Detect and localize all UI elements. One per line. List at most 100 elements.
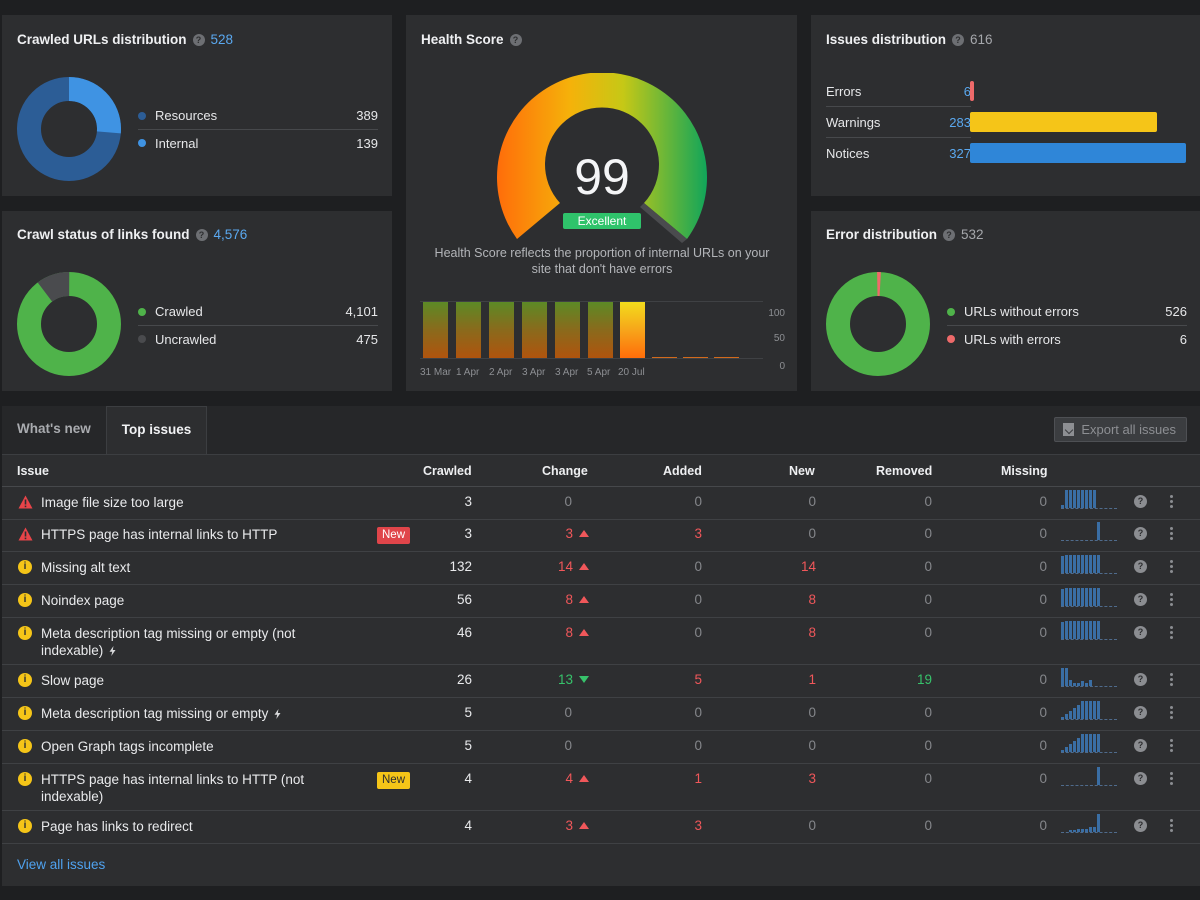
crawled-count[interactable]: 26 — [412, 672, 472, 687]
help-icon[interactable]: ? — [1134, 706, 1147, 719]
help-icon[interactable]: ? — [1134, 673, 1147, 686]
crawl-status-donut[interactable] — [17, 272, 121, 376]
table-row[interactable]: i Open Graph tags incomplete 5 0 0 0 0 0? — [2, 731, 1200, 764]
crawled-count[interactable]: 5 — [412, 738, 472, 753]
issue-row-notices[interactable]: Notices 327 — [826, 146, 971, 161]
tab-top-issues[interactable]: Top issues — [105, 406, 208, 454]
more-options-icon[interactable] — [1170, 706, 1173, 719]
added-value[interactable]: 0 — [642, 738, 702, 753]
missing-value[interactable]: 0 — [987, 672, 1047, 687]
more-options-icon[interactable] — [1170, 495, 1173, 508]
missing-value[interactable]: 0 — [987, 738, 1047, 753]
added-value[interactable]: 3 — [642, 526, 702, 541]
new-value[interactable]: 1 — [756, 672, 816, 687]
legend-item-resources[interactable]: Resources 389 — [138, 102, 378, 129]
issue-trend-sparkline[interactable] — [1061, 621, 1117, 640]
help-icon[interactable]: ? — [1134, 626, 1147, 639]
crawled-urls-count[interactable]: 528 — [210, 32, 234, 47]
missing-value[interactable]: 0 — [987, 559, 1047, 574]
change-value[interactable]: 3 — [529, 526, 589, 541]
issue-name-link[interactable]: Page has links to redirect — [41, 818, 331, 835]
new-value[interactable]: 14 — [756, 559, 816, 574]
health-history-bar[interactable] — [620, 302, 645, 358]
header-crawled[interactable]: Crawled — [423, 464, 472, 478]
added-value[interactable]: 0 — [642, 592, 702, 607]
issue-trend-sparkline[interactable] — [1061, 490, 1117, 509]
health-history-bar[interactable] — [489, 302, 514, 358]
help-icon[interactable]: ? — [1134, 527, 1147, 540]
new-value[interactable]: 0 — [756, 705, 816, 720]
change-value[interactable]: 8 — [529, 625, 589, 640]
issue-name-link[interactable]: Open Graph tags incomplete — [41, 738, 331, 755]
new-value[interactable]: 0 — [756, 526, 816, 541]
table-row[interactable]: Image file size too large 3 0 0 0 0 0? — [2, 487, 1200, 520]
table-row[interactable]: i Page has links to redirect 4 3 3 0 0 0? — [2, 811, 1200, 844]
removed-value[interactable]: 0 — [872, 526, 932, 541]
health-history-bar[interactable] — [423, 302, 448, 358]
crawled-count[interactable]: 46 — [412, 625, 472, 640]
issue-trend-sparkline[interactable] — [1061, 522, 1117, 541]
issue-row-warnings[interactable]: Warnings 283 — [826, 107, 971, 138]
crawl-status-count[interactable]: 4,576 — [213, 227, 248, 242]
issue-name-link[interactable]: Missing alt text — [41, 559, 331, 576]
issue-trend-sparkline[interactable] — [1061, 814, 1117, 833]
errors-bar[interactable] — [970, 81, 974, 101]
help-icon[interactable]: ? — [1134, 560, 1147, 573]
change-value[interactable]: 0 — [512, 494, 572, 509]
added-value[interactable]: 0 — [642, 559, 702, 574]
missing-value[interactable]: 0 — [987, 818, 1047, 833]
issue-row-errors[interactable]: Errors 6 — [826, 76, 971, 107]
issue-trend-sparkline[interactable] — [1061, 668, 1117, 687]
crawled-count[interactable]: 4 — [412, 818, 472, 833]
warnings-bar[interactable] — [970, 112, 1157, 132]
removed-value[interactable]: 0 — [872, 592, 932, 607]
error-distribution-donut[interactable] — [826, 272, 930, 376]
table-row[interactable]: i Meta description tag missing or empty 5 0… — [2, 698, 1200, 731]
removed-value[interactable]: 0 — [872, 738, 932, 753]
table-row[interactable]: i Noindex page 56 8 0 8 0 0? — [2, 585, 1200, 618]
removed-value[interactable]: 0 — [872, 559, 932, 574]
missing-value[interactable]: 0 — [987, 705, 1047, 720]
header-missing[interactable]: Missing — [1001, 464, 1048, 478]
new-value[interactable]: 3 — [756, 771, 816, 786]
more-options-icon[interactable] — [1170, 739, 1173, 752]
new-value[interactable]: 0 — [756, 494, 816, 509]
missing-value[interactable]: 0 — [987, 625, 1047, 640]
more-options-icon[interactable] — [1170, 593, 1173, 606]
more-options-icon[interactable] — [1170, 673, 1173, 686]
help-icon[interactable]: ? — [195, 228, 208, 241]
issue-name-link[interactable]: Image file size too large — [41, 494, 331, 511]
change-value[interactable]: 0 — [512, 705, 572, 720]
help-icon[interactable]: ? — [509, 33, 522, 46]
change-value[interactable]: 14 — [529, 559, 589, 574]
tab-whats-new[interactable]: What's new — [17, 421, 91, 436]
legend-item-crawled[interactable]: Crawled 4,101 — [138, 298, 378, 325]
header-issue[interactable]: Issue — [17, 464, 49, 478]
new-value[interactable]: 0 — [756, 818, 816, 833]
help-icon[interactable]: ? — [1134, 593, 1147, 606]
added-value[interactable]: 0 — [642, 625, 702, 640]
issue-trend-sparkline[interactable] — [1061, 701, 1117, 720]
change-value[interactable]: 8 — [529, 592, 589, 607]
added-value[interactable]: 1 — [642, 771, 702, 786]
change-value[interactable]: 13 — [529, 672, 589, 687]
crawled-count[interactable]: 5 — [412, 705, 472, 720]
issue-trend-sparkline[interactable] — [1061, 555, 1117, 574]
more-options-icon[interactable] — [1170, 819, 1173, 832]
more-options-icon[interactable] — [1170, 560, 1173, 573]
header-added[interactable]: Added — [663, 464, 702, 478]
help-icon[interactable]: ? — [192, 33, 205, 46]
crawled-count[interactable]: 132 — [412, 559, 472, 574]
table-row[interactable]: HTTPS page has internal links to HTTP New… — [2, 519, 1200, 552]
help-icon[interactable]: ? — [1134, 495, 1147, 508]
issue-name-link[interactable]: Slow page — [41, 672, 331, 689]
issue-trend-sparkline[interactable] — [1061, 588, 1117, 607]
added-value[interactable]: 5 — [642, 672, 702, 687]
table-row[interactable]: i HTTPS page has internal links to HTTP (… — [2, 764, 1200, 811]
view-all-issues-link[interactable]: View all issues — [17, 857, 106, 872]
missing-value[interactable]: 0 — [987, 771, 1047, 786]
crawled-count[interactable]: 4 — [412, 771, 472, 786]
table-row[interactable]: i Slow page 26 13 5 1 19 0? — [2, 665, 1200, 698]
legend-item-internal[interactable]: Internal 139 — [138, 129, 378, 156]
header-change[interactable]: Change — [542, 464, 588, 478]
